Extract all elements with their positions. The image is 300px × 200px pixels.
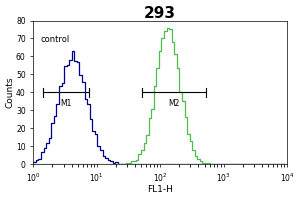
Text: M2: M2 <box>168 99 180 108</box>
Text: M1: M1 <box>60 99 72 108</box>
Title: 293: 293 <box>144 6 176 21</box>
Text: control: control <box>41 35 70 44</box>
X-axis label: FL1-H: FL1-H <box>147 185 173 194</box>
Y-axis label: Counts: Counts <box>6 77 15 108</box>
